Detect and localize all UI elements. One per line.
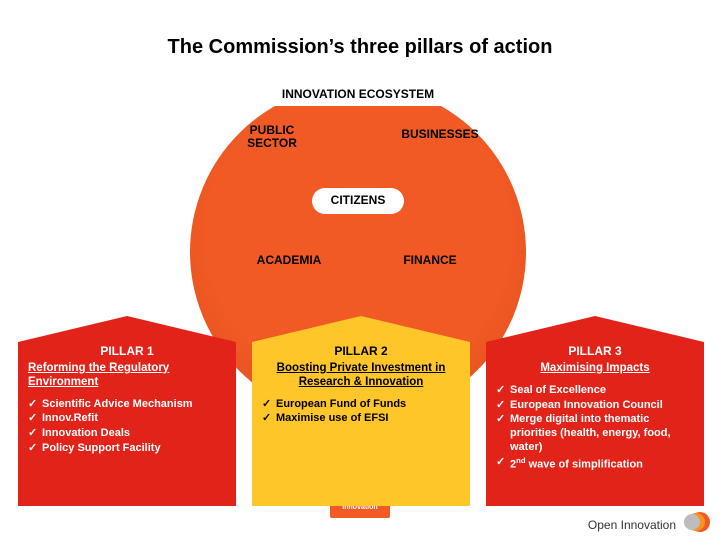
- pillar-3-title: PILLAR 3: [496, 344, 694, 358]
- pillar-3: PILLAR 3 Maximising Impacts Seal of Exce…: [486, 316, 704, 506]
- node-academia: ACADEMIA: [244, 254, 334, 267]
- pillar-3-item: Merge digital into thematic priorities (…: [496, 413, 694, 454]
- page-title: The Commission’s three pillars of action: [132, 18, 588, 76]
- pillar-3-item: Seal of Excellence: [496, 384, 694, 398]
- pillar-1-subtitle: Reforming the Regulatory Environment: [28, 362, 226, 390]
- pillar-3-subtitle: Maximising Impacts: [496, 362, 694, 376]
- pillar-2-list: European Fund of Funds Maximise use of E…: [262, 398, 460, 427]
- pillar-2-title: PILLAR 2: [262, 344, 460, 358]
- pillar-3-item: 2nd wave of simplification: [496, 456, 694, 472]
- pillar-1-list: Scientific Advice Mechanism Innov.Refit …: [28, 398, 226, 456]
- pillar-1-title: PILLAR 1: [28, 344, 226, 358]
- pillar-1-item: Scientific Advice Mechanism: [28, 398, 226, 412]
- node-finance: FINANCE: [390, 254, 470, 267]
- pillar-1-item: Policy Support Facility: [28, 442, 226, 456]
- pillar-2-item: Maximise use of EFSI: [262, 412, 460, 426]
- pillar-1-item: Innov.Refit: [28, 412, 226, 426]
- pillar-1-item: Innovation Deals: [28, 427, 226, 441]
- node-citizens: CITIZENS: [312, 188, 404, 214]
- footer-text: Open Innovation: [588, 518, 676, 532]
- pillar-3-list: Seal of Excellence European Innovation C…: [496, 384, 694, 472]
- pillar-1-content: PILLAR 1 Reforming the Regulatory Enviro…: [28, 344, 226, 457]
- footer-logo-icon: [684, 510, 710, 534]
- pillar-2-item: European Fund of Funds: [262, 398, 460, 412]
- pillar-2-content: PILLAR 2 Boosting Private Investment in …: [262, 344, 460, 427]
- stage: PUBLIC SECTOR BUSINESSES ACADEMIA FINANC…: [0, 0, 720, 540]
- pillar-3-item: European Innovation Council: [496, 399, 694, 413]
- page-subtitle: INNOVATION ECOSYSTEM: [190, 82, 526, 106]
- node-businesses: BUSINESSES: [390, 128, 490, 141]
- pillar-2-subtitle: Boosting Private Investment in Research …: [262, 362, 460, 390]
- pillar-1: PILLAR 1 Reforming the Regulatory Enviro…: [18, 316, 236, 506]
- pillar-2: PILLAR 2 Boosting Private Investment in …: [252, 316, 470, 506]
- node-public-sector: PUBLIC SECTOR: [232, 124, 312, 150]
- pillar-3-content: PILLAR 3 Maximising Impacts Seal of Exce…: [496, 344, 694, 473]
